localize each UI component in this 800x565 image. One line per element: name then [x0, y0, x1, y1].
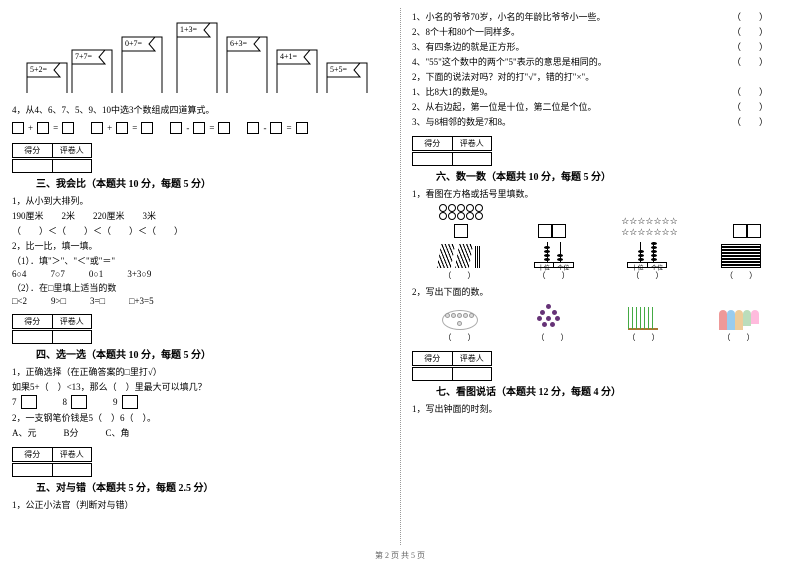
q3-2b-items: □<2 9>□ 3=□ □+3=5	[12, 296, 388, 306]
tf-3: 3、有四条边的就是正方形。（ ）	[412, 40, 788, 53]
section-5-title: 五、对与错（本题共 5 分，每题 2.5 分）	[36, 479, 388, 494]
eq-row: += += -= -=	[12, 122, 388, 135]
score-box-7: 得分评卷人	[412, 351, 788, 381]
q4-1-opts: 7 8 9	[12, 395, 388, 409]
flags-diagram: 5+2= 7+7= 0+7= 1+3= 6+3= 4+1= 5+5=	[12, 8, 388, 98]
blocks-cell: （ ）	[721, 244, 761, 281]
flag-label-6: 4+1=	[280, 52, 297, 61]
section-4-title: 四、选一选（本题共 10 分，每题 5 分）	[36, 346, 388, 361]
tf-4: 4、"55"这个数中的两个"5"表示的意思是相同的。（ ）	[412, 55, 788, 68]
grid-cell-2	[733, 224, 761, 238]
count-row-1: ☆☆☆☆☆☆☆ ☆☆☆☆☆☆☆	[412, 204, 788, 238]
count-row-2: （ ） 十位个位 （ ） 十位个位	[412, 242, 788, 281]
page-footer: 第 2 页 共 5 页	[0, 550, 800, 561]
score-box-3: 得分评卷人	[12, 143, 388, 173]
q5-1: 1，公正小法官（判断对与错）	[12, 498, 388, 511]
section-6-title: 六、数一数（本题共 10 分，每题 5 分）	[436, 168, 788, 183]
flag-label-2: 7+7=	[75, 52, 92, 61]
flag-label-1: 5+2=	[30, 65, 47, 74]
q7-1: 1，写出钟面的时刻。	[412, 402, 788, 415]
section-7-title: 七、看图说话（本题共 12 分，每题 4 分）	[436, 383, 788, 398]
column-divider	[400, 8, 401, 545]
score-box-5: 得分评卷人	[12, 447, 388, 477]
q4-2: 2，一支钢笔价钱是5（ ）6（ ）。	[12, 411, 388, 424]
tangyuan-cell: （ ）	[442, 310, 478, 343]
tf2-1: 1、比8大1的数是9。（ ）	[412, 85, 788, 98]
q4-1: 1，正确选择（在正确答案的□里打√）	[12, 365, 388, 378]
q3-1: 1，从小到大排列。	[12, 194, 388, 207]
tf-1: 1、小名的爷爷70岁，小名的年龄比爷爷小一些。（ ）	[412, 10, 788, 23]
flag-label-4: 1+3=	[180, 25, 197, 34]
tf2-header: 2，下面的说法对吗？对的打"√"，错的打"×"。	[412, 70, 788, 83]
sticks-cell: （ ）	[439, 244, 480, 281]
count-row-3: （ ） （ ） （ ） （ ）	[412, 302, 788, 343]
q4-2-opts: A、元 B分 C、角	[12, 426, 388, 439]
q3-2a: （1）．填"＞"、"＜"或"＝"	[12, 254, 388, 267]
q3-1-items: 190厘米 2米 220厘米 3米	[12, 209, 388, 222]
tf-2: 2、8个十和80个一同样多。（ ）	[412, 25, 788, 38]
grid-cell-1	[538, 224, 566, 238]
q3-2a-items: 6○4 7○7 0○1 3+3○9	[12, 269, 388, 279]
q3-2: 2，比一比，填一填。	[12, 239, 388, 252]
apples-cell	[439, 204, 483, 238]
section-3-title: 三、我会比（本题共 10 分，每题 5 分）	[36, 175, 388, 190]
q4-1a: 如果5+（ ）<13，那么（ ）里最大可以填几？	[12, 380, 388, 393]
family-cell: （ ）	[719, 310, 759, 343]
abacus-1: 十位个位 （ ）	[534, 242, 574, 281]
flag-label-3: 0+7=	[125, 39, 142, 48]
q3-2b: （2）．在□里填上适当的数	[12, 281, 388, 294]
flag-label-5: 6+3=	[230, 39, 247, 48]
q6-2: 2，写出下面的数。	[412, 285, 788, 298]
score-box-6: 得分评卷人	[412, 136, 788, 166]
tf2-3: 3、与8相邻的数是7和8。（ ）	[412, 115, 788, 128]
stars-cell: ☆☆☆☆☆☆☆ ☆☆☆☆☆☆☆	[621, 216, 677, 238]
flag-label-7: 5+5=	[330, 65, 347, 74]
tf2-2: 2、从右边起，第一位是十位，第二位是个位。（ ）	[412, 100, 788, 113]
grapes-cell: （ ）	[537, 302, 569, 343]
score-box-4: 得分评卷人	[12, 314, 388, 344]
abacus-2: 十位个位 （ ）	[627, 242, 667, 281]
q4-text: 4，从4、6、7、5、9、10中选3个数组成四道算式。	[12, 104, 388, 118]
q6-1: 1，看图在方格或括号里填数。	[412, 187, 788, 200]
tally-cell: （ ）	[628, 307, 660, 343]
flags-svg	[12, 8, 382, 98]
q3-1-paren: （ ）＜（ ）＜（ ）＜（ ）	[12, 224, 388, 237]
